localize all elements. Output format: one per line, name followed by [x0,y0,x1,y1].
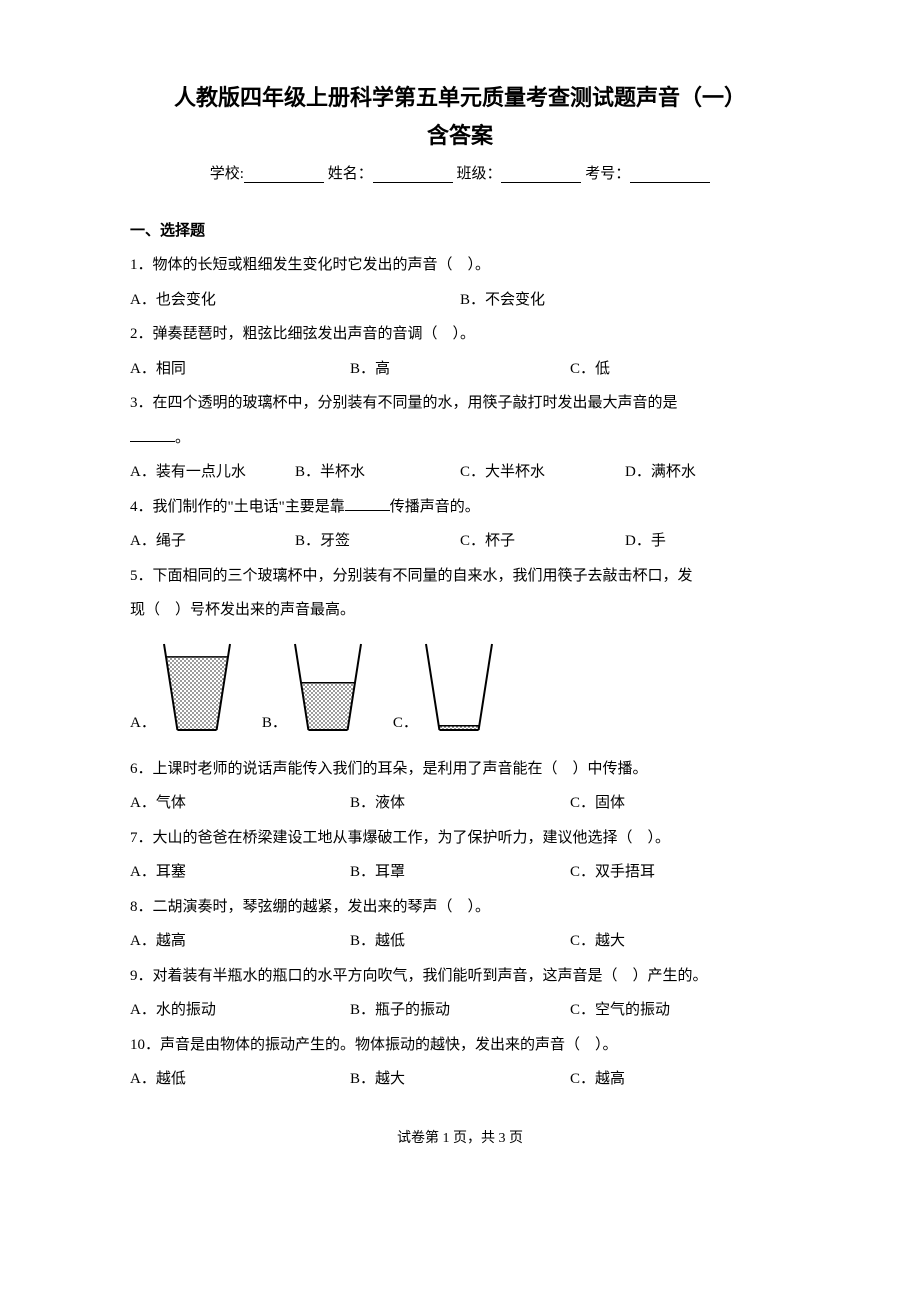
q4-opt-d[interactable]: D．手 [625,524,790,559]
q4-opt-c[interactable]: C．杯子 [460,524,625,559]
q5-stem-line1: 5．下面相同的三个玻璃杯中，分别装有不同量的自来水，我们用筷子去敲击杯口，发 [130,559,790,594]
q6-opt-a[interactable]: A．气体 [130,786,350,821]
q1-opt-b[interactable]: B．不会变化 [460,283,790,318]
q10-stem: 10．声音是由物体的振动产生的。物体振动的越快，发出来的声音（ ）。 [130,1028,790,1063]
q9-opt-b[interactable]: B．瓶子的振动 [350,993,570,1028]
q4-blank[interactable] [345,510,390,511]
cup-c-icon [424,642,494,732]
q3-opt-d[interactable]: D．满杯水 [625,455,790,490]
q9-opt-a[interactable]: A．水的振动 [130,993,350,1028]
q3-stem-b: 。 [175,430,190,446]
q5-label-b: B． [262,711,287,732]
q9-options: A．水的振动 B．瓶子的振动 C．空气的振动 [130,993,790,1028]
q1-opt-a[interactable]: A．也会变化 [130,283,460,318]
q5-stem-line2: 现（ ）号杯发出来的声音最高。 [130,593,790,628]
q5-cup-c[interactable]: C． [393,642,494,732]
q4-opt-b[interactable]: B．牙签 [295,524,460,559]
q1-stem: 1．物体的长短或粗细发生变化时它发出的声音（ ）。 [130,248,790,283]
q4-opt-a[interactable]: A．绳子 [130,524,295,559]
q5-cup-b[interactable]: B． [262,642,363,732]
q9-opt-c[interactable]: C．空气的振动 [570,993,790,1028]
q2-opt-a[interactable]: A．相同 [130,352,350,387]
section-header: 一、选择题 [130,219,790,240]
label-school: 学校: [210,166,244,182]
q6-options: A．气体 B．液体 C．固体 [130,786,790,821]
page-footer: 试卷第 1 页，共 3 页 [130,1127,790,1147]
q7-opt-a[interactable]: A．耳塞 [130,855,350,890]
q7-opt-b[interactable]: B．耳罩 [350,855,570,890]
q2-opt-b[interactable]: B．高 [350,352,570,387]
q3-opt-a[interactable]: A．装有一点儿水 [130,455,295,490]
q3-opt-c[interactable]: C．大半杯水 [460,455,625,490]
q8-stem: 8．二胡演奏时，琴弦绷的越紧，发出来的琴声（ ）。 [130,890,790,925]
blank-class[interactable] [501,167,581,183]
blank-name[interactable] [373,167,453,183]
q10-opt-a[interactable]: A．越低 [130,1062,350,1097]
student-info-line: 学校: 姓名： 班级： 考号： [130,162,790,183]
blank-examno[interactable] [630,167,710,183]
q7-stem: 7．大山的爸爸在桥梁建设工地从事爆破工作，为了保护听力，建议他选择（ ）。 [130,821,790,856]
q5-cup-a[interactable]: A． [130,642,232,732]
q4-stem-a: 4．我们制作的"土电话"主要是靠 [130,499,345,515]
q3-blank[interactable] [130,441,175,442]
page: 人教版四年级上册科学第五单元质量考查测试题声音（一） 含答案 学校: 姓名： 班… [0,0,920,1187]
q3-stem-line2: 。 [130,421,790,456]
q1-options: A．也会变化 B．不会变化 [130,283,790,318]
q3-stem-line1: 3．在四个透明的玻璃杯中，分别装有不同量的水，用筷子敲打时发出最大声音的是 [130,386,790,421]
q3-opt-b[interactable]: B．半杯水 [295,455,460,490]
q4-stem: 4．我们制作的"土电话"主要是靠 传播声音的。 [130,490,790,525]
cup-b-icon [293,642,363,732]
q6-opt-b[interactable]: B．液体 [350,786,570,821]
doc-title: 人教版四年级上册科学第五单元质量考查测试题声音（一） [130,80,790,112]
q9-stem: 9．对着装有半瓶水的瓶口的水平方向吹气，我们能听到声音，这声音是（ ）产生的。 [130,959,790,994]
q2-options: A．相同 B．高 C．低 [130,352,790,387]
q3-options: A．装有一点儿水 B．半杯水 C．大半杯水 D．满杯水 [130,455,790,490]
q5-cups-row: A． B． C． [130,642,790,732]
q10-opt-b[interactable]: B．越大 [350,1062,570,1097]
label-name: 姓名： [328,166,373,182]
q7-options: A．耳塞 B．耳罩 C．双手捂耳 [130,855,790,890]
q6-stem: 6．上课时老师的说话声能传入我们的耳朵，是利用了声音能在（ ）中传播。 [130,752,790,787]
q8-opt-b[interactable]: B．越低 [350,924,570,959]
q8-opt-c[interactable]: C．越大 [570,924,790,959]
q6-opt-c[interactable]: C．固体 [570,786,790,821]
q2-opt-c[interactable]: C．低 [570,352,790,387]
label-class: 班级： [456,166,501,182]
q8-options: A．越高 B．越低 C．越大 [130,924,790,959]
label-examno: 考号： [585,166,630,182]
q10-opt-c[interactable]: C．越高 [570,1062,790,1097]
q5-label-c: C． [393,711,418,732]
q4-stem-b: 传播声音的。 [390,499,480,515]
doc-subtitle: 含答案 [130,118,790,150]
blank-school[interactable] [244,167,324,183]
q2-stem: 2．弹奏琵琶时，粗弦比细弦发出声音的音调（ ）。 [130,317,790,352]
q10-options: A．越低 B．越大 C．越高 [130,1062,790,1097]
q7-opt-c[interactable]: C．双手捂耳 [570,855,790,890]
cup-a-icon [162,642,232,732]
q8-opt-a[interactable]: A．越高 [130,924,350,959]
q4-options: A．绳子 B．牙签 C．杯子 D．手 [130,524,790,559]
q5-label-a: A． [130,711,156,732]
